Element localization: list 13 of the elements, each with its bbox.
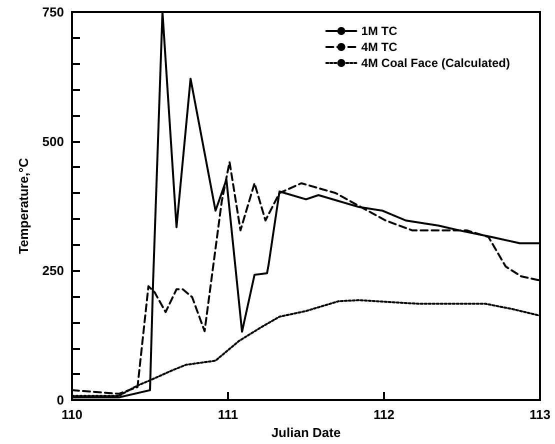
x-tick-label: 112 (374, 407, 394, 422)
legend-label: 4M Coal Face (Calculated) (361, 56, 510, 70)
x-tick-label: 111 (218, 407, 238, 422)
y-axis-title: Temperature,°C (16, 157, 31, 254)
x-tick-label: 110 (62, 407, 82, 422)
y-tick-label: 500 (42, 134, 64, 149)
y-tick-label: 0 (56, 392, 64, 408)
legend-label: 1M TC (361, 24, 398, 38)
y-tick-label: 750 (42, 4, 64, 20)
x-tick-label: 113 (530, 407, 550, 422)
legend-label: 4M TC (361, 40, 398, 54)
y-tick-label: 250 (42, 263, 64, 278)
x-axis-title: Julian Date (271, 425, 341, 440)
